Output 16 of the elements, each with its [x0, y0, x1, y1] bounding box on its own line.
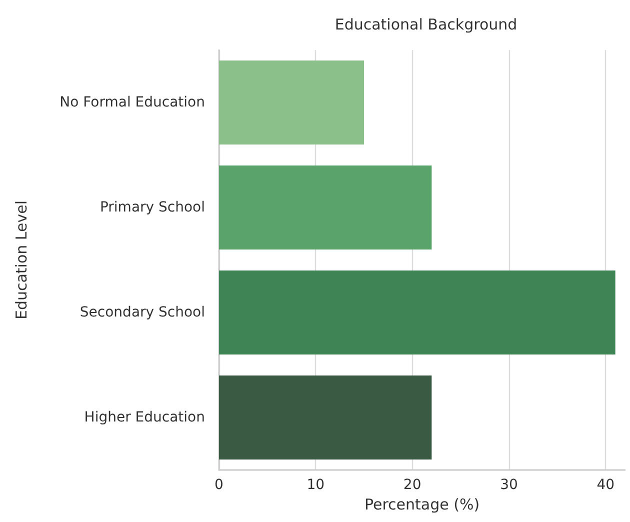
- bar: [219, 166, 432, 250]
- bar: [219, 270, 616, 354]
- y-tick-label: No Formal Education: [60, 94, 205, 110]
- y-tick-label: Higher Education: [84, 410, 205, 426]
- y-axis-title: Education Level: [12, 200, 30, 320]
- bar: [219, 376, 432, 460]
- x-tick-label: 20: [403, 477, 422, 493]
- y-tick-label: Primary School: [100, 200, 205, 216]
- x-tick-label: 10: [306, 477, 325, 493]
- x-tick-label: 0: [214, 477, 224, 493]
- y-tick-label: Secondary School: [80, 304, 205, 320]
- chart-title: Educational Background: [334, 16, 518, 34]
- x-axis-title: Percentage (%): [364, 495, 480, 514]
- x-tick-label: 40: [596, 477, 615, 493]
- x-tick-label: 30: [500, 477, 518, 493]
- bar: [219, 60, 364, 144]
